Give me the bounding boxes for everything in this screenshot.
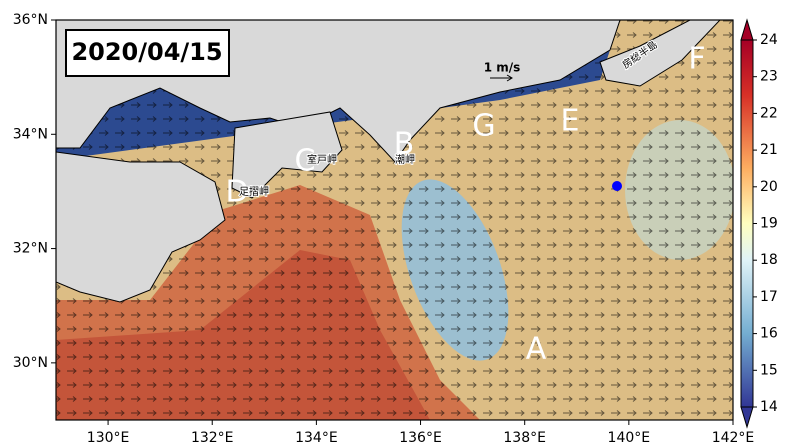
region-label: D xyxy=(225,175,248,210)
colorbar-tick-label: 15 xyxy=(760,362,778,378)
y-tick-label: 30°N xyxy=(13,355,48,371)
region-label: E xyxy=(561,104,580,139)
x-tick-label: 130°E xyxy=(87,430,130,446)
colorbar xyxy=(740,39,754,408)
map-frame xyxy=(55,19,734,421)
colorbar-tick-label: 16 xyxy=(760,326,778,342)
x-tick-label: 134°E xyxy=(295,430,338,446)
x-tick-label: 142°E xyxy=(712,430,755,446)
region-label: C xyxy=(295,144,316,179)
region-label: G xyxy=(472,109,495,144)
colorbar-tick-label: 23 xyxy=(760,69,778,85)
region-label: B xyxy=(394,127,415,162)
x-tick-label: 140°E xyxy=(608,430,651,446)
station-marker xyxy=(612,181,622,191)
x-tick-label: 138°E xyxy=(503,430,546,446)
colorbar-tick-label: 21 xyxy=(760,142,778,158)
colorbar-tick-label: 17 xyxy=(760,289,778,305)
colorbar-tick-label: 19 xyxy=(760,216,778,232)
colorbar-tick-label: 24 xyxy=(760,32,778,48)
place-label: 室戸岬 xyxy=(307,153,337,166)
y-tick-label: 32°N xyxy=(13,241,48,257)
sst-field xyxy=(56,20,733,420)
scale-arrow xyxy=(490,74,513,82)
date-label: 2020/04/15 xyxy=(71,38,222,66)
y-tick-label: 36°N xyxy=(13,12,48,28)
colorbar-tick-label: 14 xyxy=(760,399,778,415)
y-tick-label: 34°N xyxy=(13,126,48,142)
colorbar-extend-bottom xyxy=(740,406,754,429)
place-label: 足摺岬 xyxy=(239,185,269,198)
region-label: F xyxy=(688,42,705,77)
x-tick-label: 136°E xyxy=(399,430,442,446)
colorbar-extend-top xyxy=(740,18,754,41)
region-label: A xyxy=(526,332,547,367)
date-box xyxy=(65,29,230,77)
colorbar-tick-label: 20 xyxy=(760,179,778,195)
scale-label: 1 m/s xyxy=(484,61,521,75)
x-tick-label: 132°E xyxy=(191,430,234,446)
place-label: 潮岬 xyxy=(395,153,415,166)
colorbar-tick-label: 22 xyxy=(760,105,778,121)
colorbar-tick-label: 18 xyxy=(760,252,778,268)
